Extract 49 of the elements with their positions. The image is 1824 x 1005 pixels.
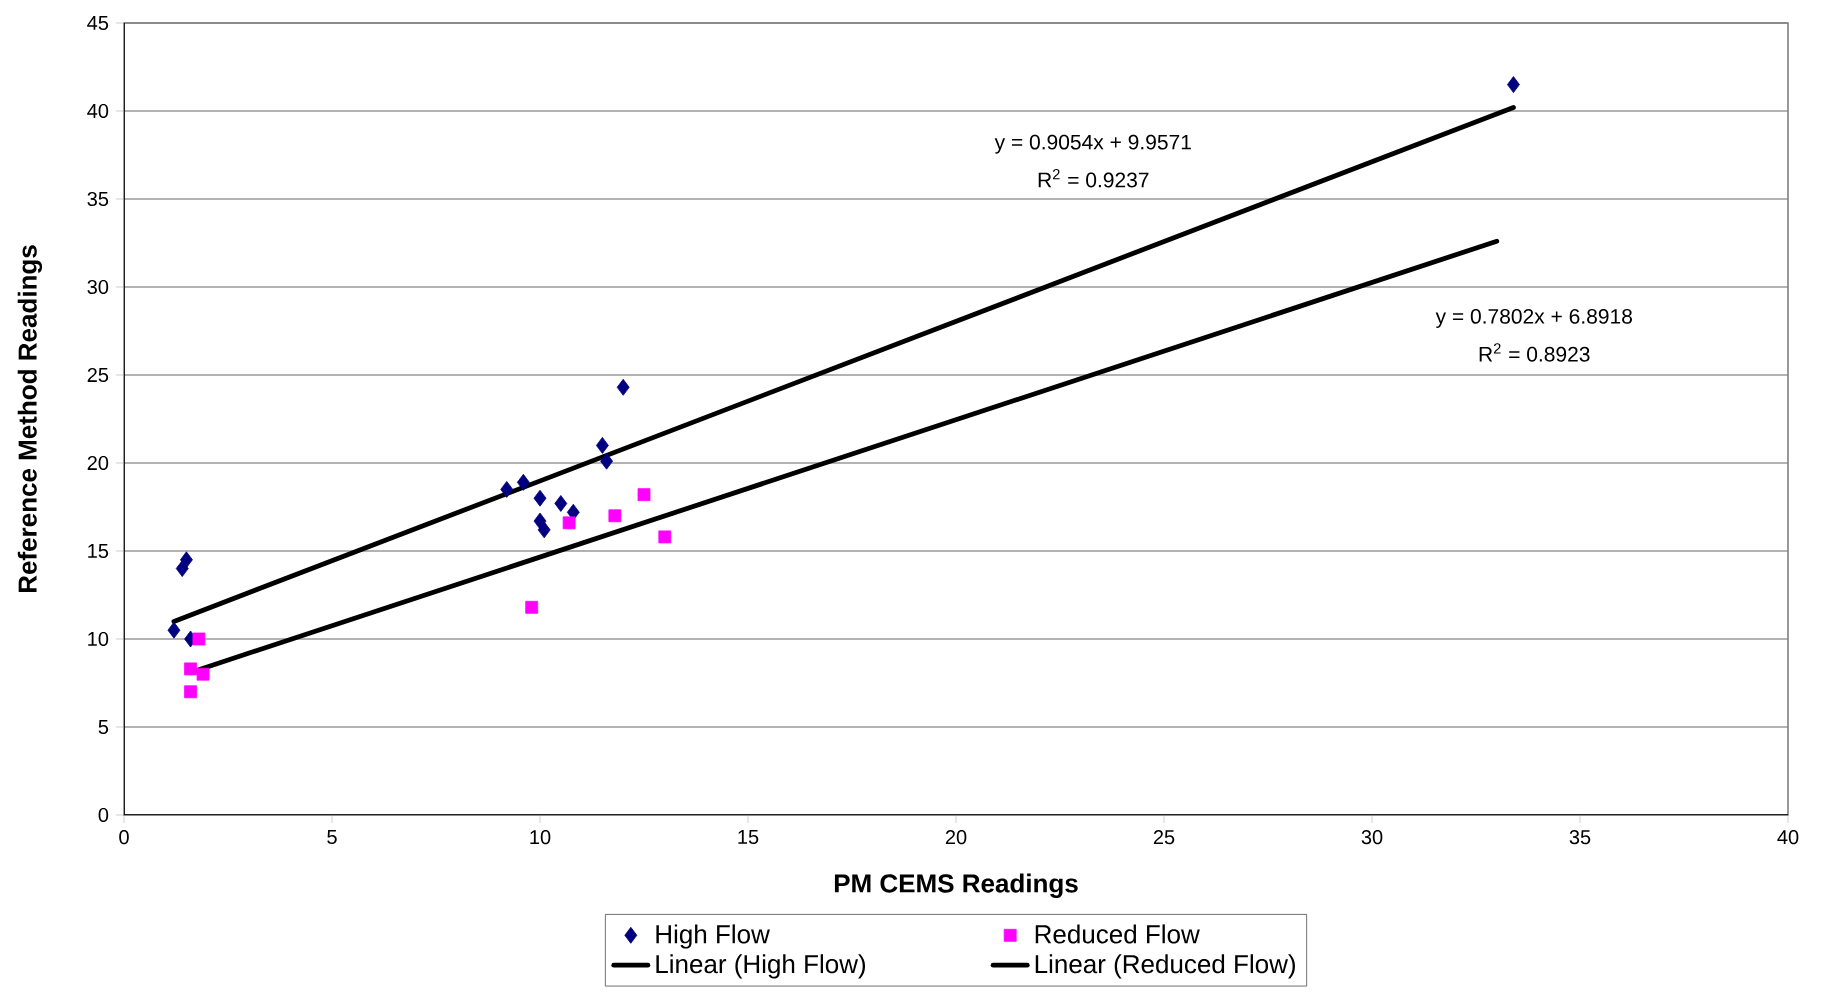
point [1507,76,1520,93]
legend-label: Reduced Flow [1035,924,1200,944]
point [554,495,568,512]
annotation: y = 0.9054x + 9.9571 [994,134,1191,154]
annotation: R$^{2}$ = 0.8923 [1479,343,1590,362]
point [608,509,622,523]
x-tick-label: 35 [1569,830,1591,845]
point [525,600,539,614]
point [500,481,514,498]
point [196,667,210,681]
point [596,437,609,454]
x-tick-label: 40 [1777,830,1799,845]
x-tick-label: 0 [119,830,129,845]
x-tick-label: 10 [530,830,551,845]
point [616,378,630,396]
annotation: R$^{2}$ = 0.9237 [1038,169,1149,188]
legend-label: Linear (Reduced Flow) [1035,954,1295,979]
point [600,452,613,470]
y-tick-label: 35 [87,191,109,207]
y-tick-label: 30 [87,279,109,295]
legend-label: High Flow [656,924,770,949]
x-tick-label: 25 [1153,830,1175,845]
y-tick-label: 15 [88,544,109,558]
y-axis-title: Reference Method Readings [17,245,43,593]
point [658,530,672,544]
y-tick-label: 40 [87,103,109,119]
x-axis-title: PM CEMS Readings [834,873,1078,898]
point [184,662,197,676]
y-tick-label: 0 [98,807,109,823]
y-tick-label: 20 [87,455,109,471]
point [180,551,193,569]
point [184,685,197,699]
x-tick-label: 5 [327,830,337,844]
y-tick-label: 5 [98,720,109,734]
point [516,473,530,491]
x-tick-label: 30 [1361,830,1383,845]
annotation: y = 0.7802x + 6.8918 [1435,308,1632,328]
point [533,489,547,507]
point [562,516,576,530]
y-tick-label: 10 [88,631,109,647]
point [167,621,181,639]
legend-label: Linear (High Flow) [656,954,866,979]
point [637,488,651,502]
point [537,521,551,539]
point [192,632,206,646]
y-tick-label: 25 [87,367,109,383]
y-tick-label: 45 [87,16,109,30]
x-tick-label: 20 [945,830,967,845]
x-tick-label: 15 [738,830,759,844]
